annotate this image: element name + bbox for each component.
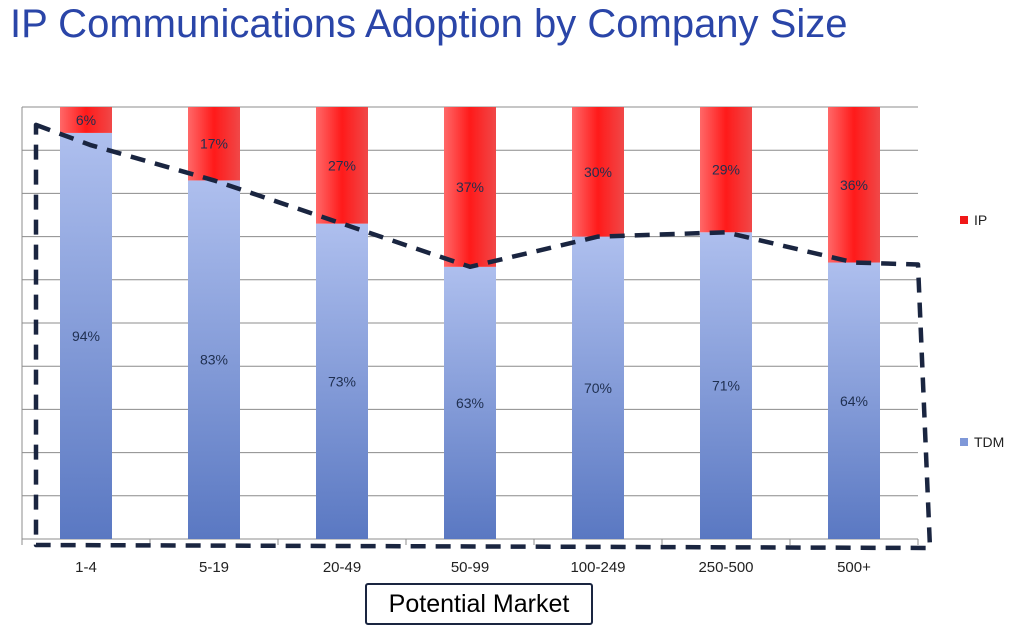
data-label-tdm: 83% [200, 352, 228, 368]
legend-swatch-ip [960, 216, 968, 224]
bar-ip-250-500 [700, 107, 752, 233]
legend-swatch-tdm [960, 438, 968, 446]
data-label-tdm: 70% [584, 380, 612, 396]
legend-label-ip: IP [974, 212, 988, 228]
bar-tdm-5-19 [188, 180, 240, 539]
legend-item-tdm: TDM [960, 434, 1004, 450]
data-label-ip: 37% [456, 179, 484, 195]
data-label-ip: 6% [76, 112, 96, 128]
bar-tdm-20-49 [316, 223, 368, 539]
bar-ip-1-4 [60, 107, 112, 133]
data-label-tdm: 71% [712, 378, 740, 394]
bar-ip-5-19 [188, 107, 240, 181]
bar-ip-20-49 [316, 107, 368, 224]
data-label-ip: 27% [328, 157, 356, 173]
x-tick-label: 1-4 [75, 559, 97, 576]
data-label-ip: 30% [584, 164, 612, 180]
potential-market-outline [33, 122, 933, 551]
x-tick-label: 250-500 [698, 559, 753, 576]
bar-ip-50-99 [444, 107, 496, 267]
data-label-ip: 29% [712, 162, 740, 178]
x-tick-label: 50-99 [451, 559, 489, 576]
bar-tdm-500+ [828, 262, 880, 539]
data-label-ip: 17% [200, 136, 228, 152]
bar-tdm-50-99 [444, 266, 496, 539]
data-labels: 94% 6% 83% 17% 73% 27% 63% 37% 70% 30% 71% 29% 64% 36… [72, 112, 868, 411]
data-label-ip: 36% [840, 177, 868, 193]
bar-tdm-1-4 [60, 132, 112, 540]
x-axis-ticks: 1-4 5-19 20-49 50-99 100-249 250-500 500+ [21, 539, 919, 576]
bar-tdm-100-249 [572, 236, 624, 539]
x-tick-label: 100-249 [570, 559, 625, 576]
bars [60, 107, 880, 540]
x-tick-label: 500+ [837, 559, 871, 576]
bar-tdm-250-500 [700, 232, 752, 539]
data-label-tdm: 94% [72, 328, 100, 344]
data-label-tdm: 73% [328, 373, 356, 389]
x-tick-label: 20-49 [323, 559, 361, 576]
bar-ip-500+ [828, 107, 880, 263]
x-tick-label: 5-19 [199, 559, 229, 576]
legend-label-tdm: TDM [974, 434, 1005, 450]
chart-title: IP Communications Adoption by Company Si… [10, 2, 848, 46]
data-label-tdm: 64% [840, 393, 868, 409]
potential-market-dashed-outline [33, 122, 933, 551]
legend-item-ip: IP [960, 212, 987, 228]
data-label-tdm: 63% [456, 395, 484, 411]
bar-ip-100-249 [572, 107, 624, 237]
potential-market-label: Potential Market [365, 583, 593, 625]
